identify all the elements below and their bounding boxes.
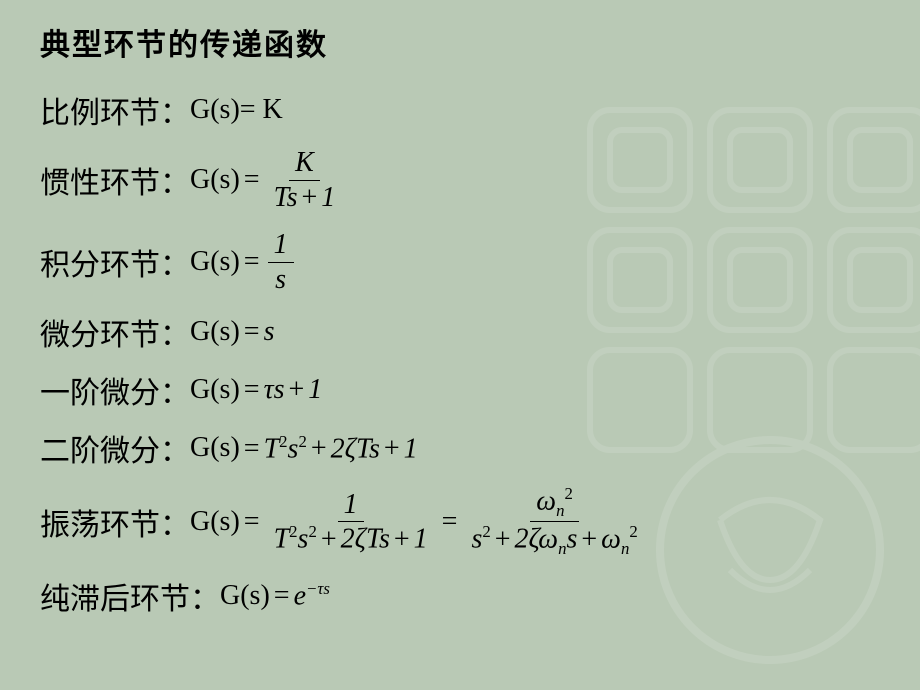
row-derivative: 微分环节： G(s)=s [40,310,880,354]
row-oscillation: 振荡环节： G(s)= 1 T2s2+2ζTs+1 = ωn2 s2+2ζωns… [40,484,880,559]
label-inertial: 惯性环节： [40,158,190,202]
eq-delay: G(s)=e−τs [220,579,330,612]
row-second-order: 二阶微分： G(s)=T2s2+2ζTs+1 [40,426,880,470]
row-delay: 纯滞后环节： G(s)=e−τs [40,574,880,618]
eq-second-order: G(s)=T2s2+2ζTs+1 [190,432,418,465]
eq-integral: G(s)= 1 s [190,228,298,296]
eq-oscillation: G(s)= 1 T2s2+2ζTs+1 = ωn2 s2+2ζωns+ωn2 [190,484,648,559]
label-second-order: 二阶微分： [40,426,190,470]
row-proportional: 比例环节： G(s) = K [40,88,880,132]
eq-first-order: G(s)=τs+1 [190,374,322,406]
row-inertial: 惯性环节： G(s)= K Ts+1 [40,146,880,214]
label-proportional: 比例环节： [40,88,190,132]
label-integral: 积分环节： [40,240,190,284]
slide-title: 典型环节的传递函数 [40,20,880,64]
label-delay: 纯滞后环节： [40,574,220,618]
label-oscillation: 振荡环节： [40,500,190,544]
label-first-order: 一阶微分： [40,368,190,412]
eq-inertial: G(s)= K Ts+1 [190,146,345,214]
row-first-order: 一阶微分： G(s)=τs+1 [40,368,880,412]
eq-proportional: G(s) = K [190,94,283,126]
row-integral: 积分环节： G(s)= 1 s [40,228,880,296]
slide-content: 典型环节的传递函数 比例环节： G(s) = K 惯性环节： G(s)= K T… [0,0,920,652]
eq-derivative: G(s)=s [190,316,274,348]
label-derivative: 微分环节： [40,310,190,354]
